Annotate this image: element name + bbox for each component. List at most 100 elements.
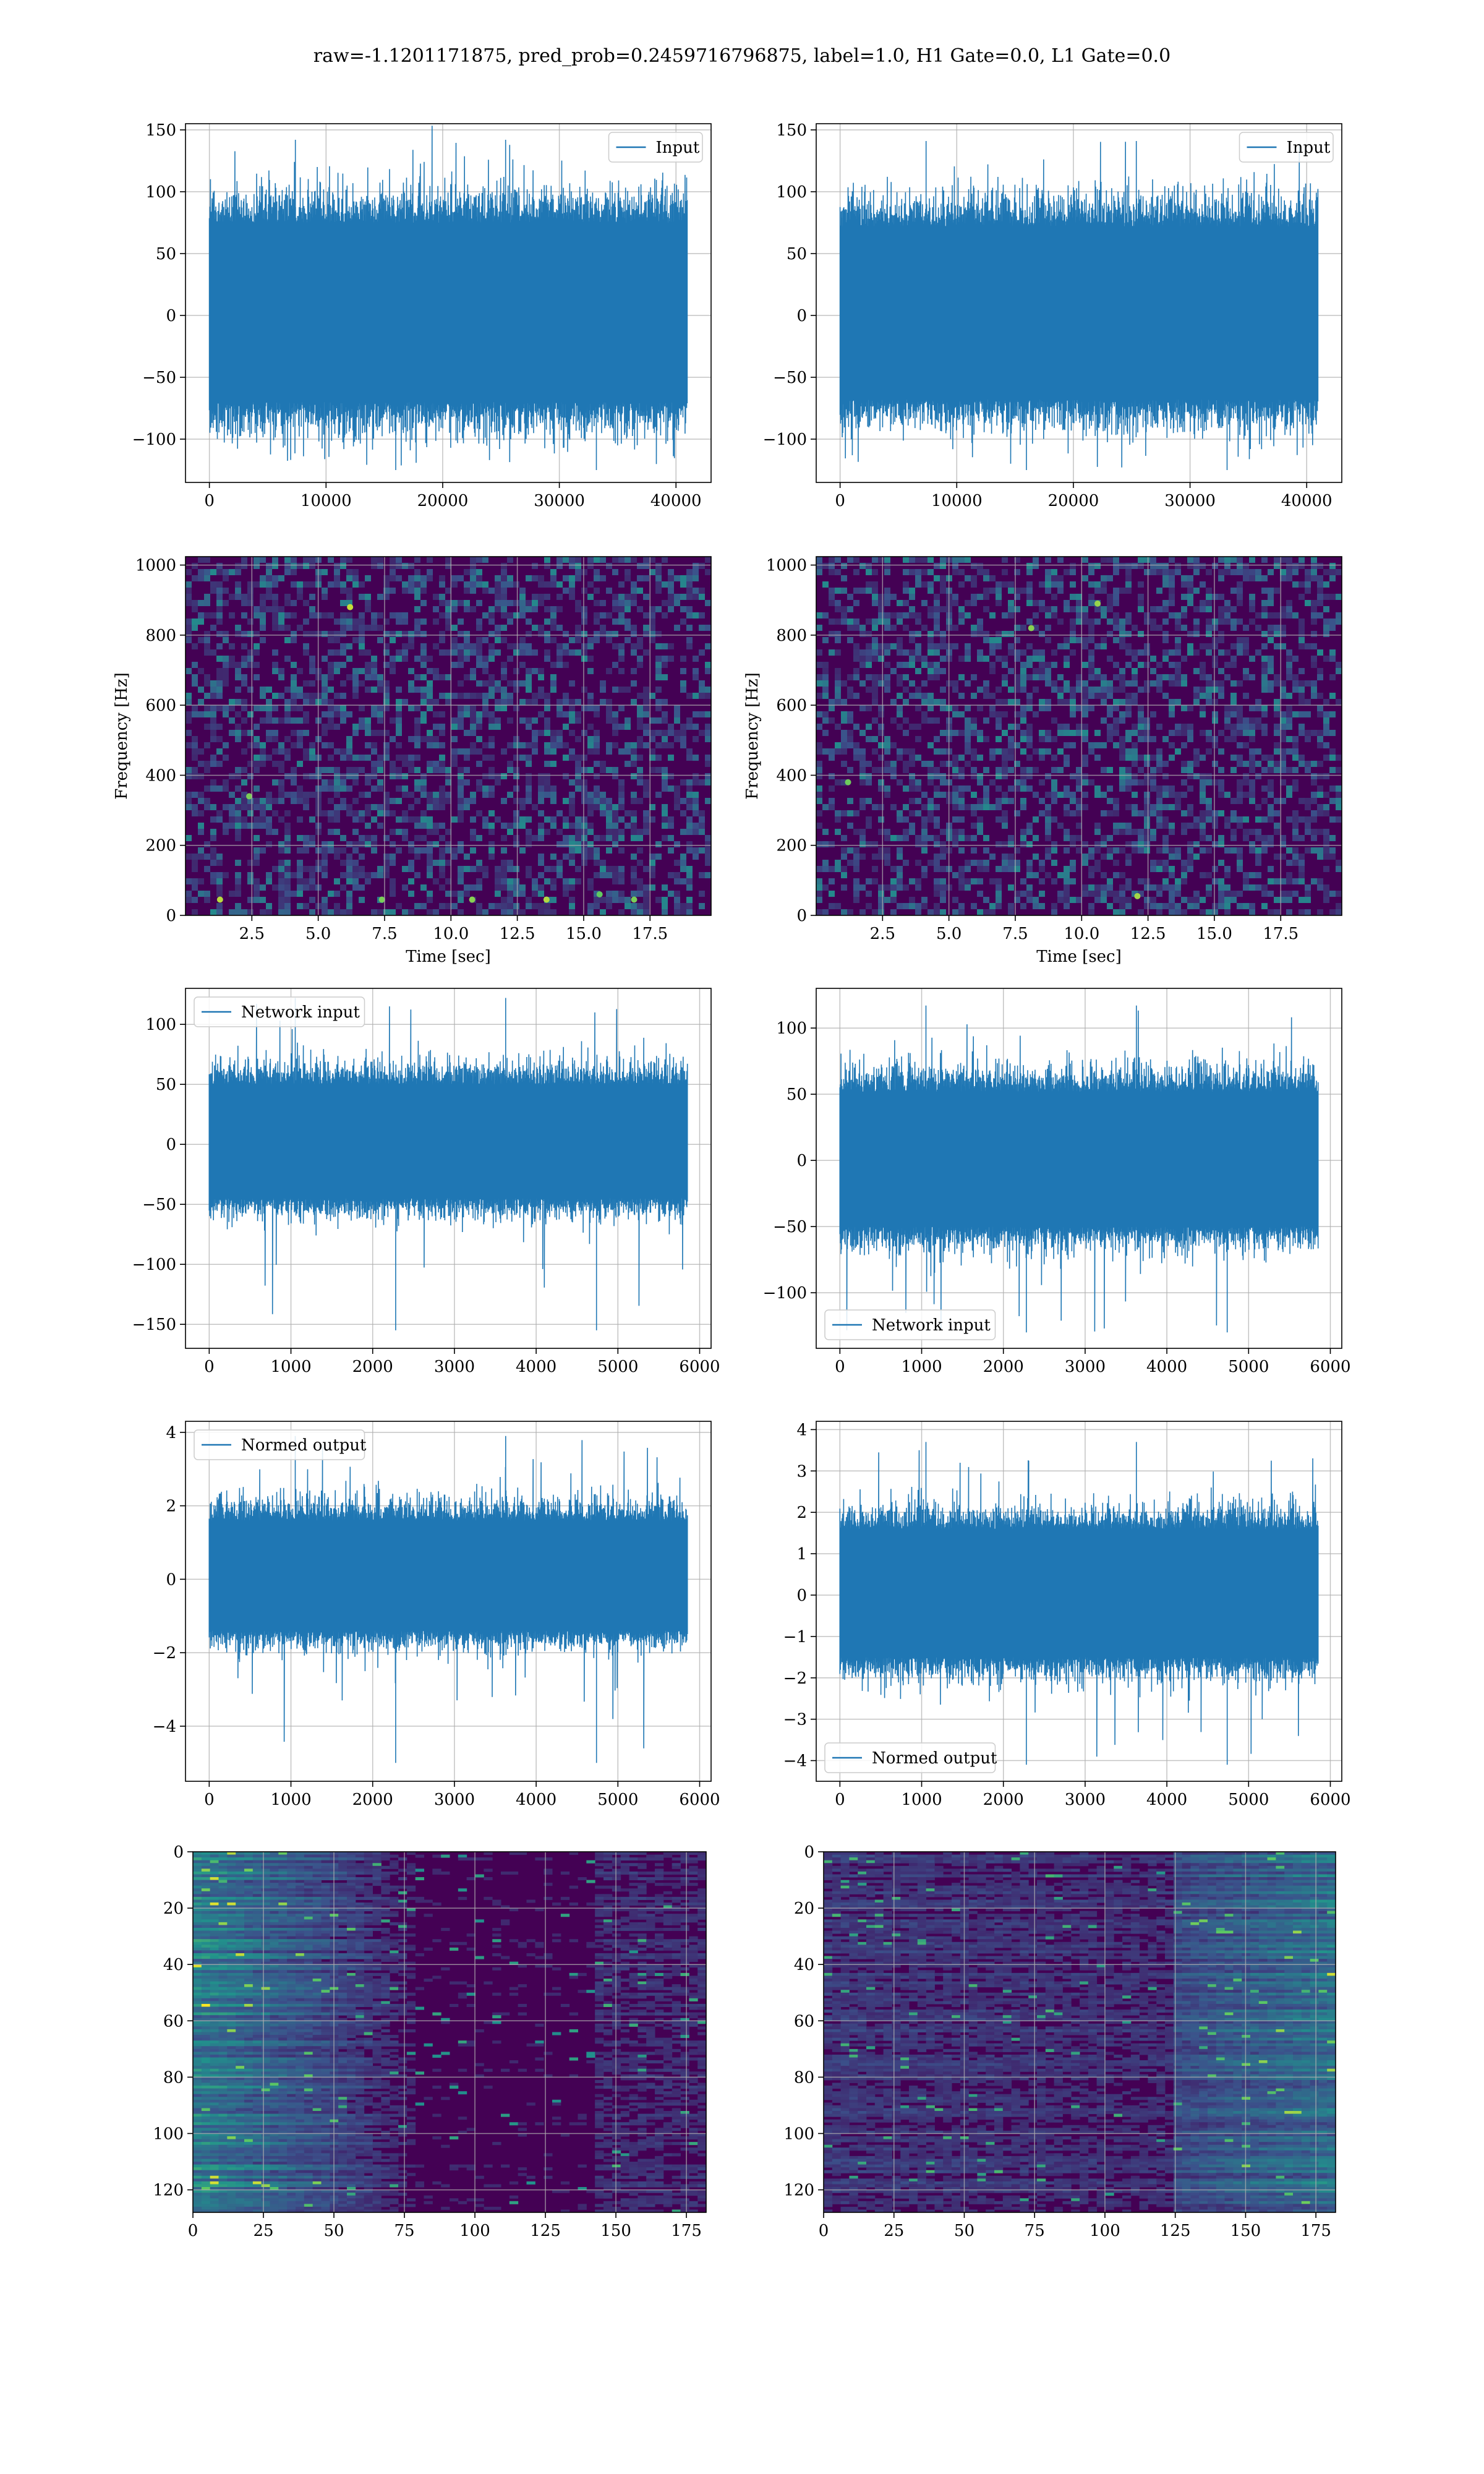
heatmap-cell — [352, 581, 359, 588]
heatmap-cell — [1076, 785, 1082, 792]
heatmap-cell — [1243, 884, 1249, 891]
heatmap-cell — [983, 637, 989, 643]
heatmap-cell — [291, 742, 297, 748]
heatmap-cell — [408, 680, 414, 687]
heatmap-cell — [284, 909, 291, 915]
heatmap-cell — [1200, 835, 1206, 841]
heatmap-cell — [495, 600, 501, 606]
heatmap-cell — [934, 606, 940, 612]
heatmap-cell — [210, 804, 216, 810]
heatmap-cell — [983, 847, 989, 854]
heatmap-cell — [1132, 625, 1138, 631]
heatmap-cell — [853, 748, 859, 755]
heatmap-cell — [1101, 835, 1107, 841]
heatmap-cell — [1187, 588, 1193, 594]
heatmap-cell — [278, 625, 284, 631]
heatmap-cell — [513, 742, 519, 748]
heatmap-cell — [903, 884, 909, 891]
heatmap-cell — [1132, 680, 1138, 687]
heatmap-cell — [334, 903, 340, 909]
heatmap-cell — [216, 687, 223, 693]
heatmap-cell — [501, 662, 507, 668]
heatmap-cell — [1088, 854, 1094, 860]
heatmap-cell — [1237, 581, 1243, 588]
heatmap-cell — [254, 581, 260, 588]
heatmap-cell — [1107, 730, 1113, 736]
heatmap-cell — [1169, 674, 1175, 680]
heatmap-cell — [594, 854, 600, 860]
heatmap-cell — [655, 1854, 664, 1858]
heatmap-cell — [488, 736, 495, 742]
heatmap-cell — [414, 606, 420, 612]
heatmap-cell — [210, 854, 216, 860]
heatmap-cell — [383, 854, 390, 860]
heatmap-cell — [1020, 680, 1026, 687]
heatmap-cell — [303, 903, 309, 909]
heatmap-cell — [1039, 878, 1045, 884]
heatmap-cell — [686, 724, 693, 730]
heatmap-cell — [693, 736, 699, 742]
heatmap-cell — [1070, 835, 1076, 841]
heatmap-cell — [235, 872, 241, 878]
heatmap-cell — [606, 872, 612, 878]
heatmap-cell — [1268, 662, 1274, 668]
heatmap-cell — [1162, 816, 1169, 823]
heatmap-cell — [927, 798, 934, 804]
heatmap-cell — [396, 773, 402, 779]
heatmap-cell — [1317, 693, 1323, 699]
heatmap-cell — [649, 804, 655, 810]
heatmap-cell — [334, 816, 340, 823]
heatmap-cell — [210, 724, 216, 730]
heatmap-cell — [1113, 798, 1119, 804]
heatmap-cell — [829, 563, 835, 569]
heatmap-cell — [1107, 854, 1113, 860]
heatmap-cell — [668, 656, 674, 662]
heatmap-cell — [1138, 829, 1144, 835]
heatmap-cell — [643, 724, 649, 730]
heatmap-cell — [1026, 699, 1033, 705]
heatmap-cell — [829, 804, 835, 810]
heatmap-cell — [464, 891, 470, 897]
heatmap-cell — [859, 767, 866, 773]
heatmap-cell — [835, 618, 841, 625]
heatmap-cell — [260, 897, 266, 903]
heatmap-cell — [1051, 903, 1057, 909]
heatmap-cell — [989, 668, 996, 674]
heatmap-cell — [952, 829, 958, 835]
heatmap-cell — [1039, 600, 1045, 606]
heatmap-cell — [1094, 841, 1101, 847]
heatmap-cell — [1218, 897, 1224, 903]
heatmap-cell — [396, 631, 402, 637]
heatmap-cell — [464, 643, 470, 649]
heatmap-cell — [544, 656, 550, 662]
heatmap-cell — [1255, 724, 1261, 730]
heatmap-cell — [1150, 903, 1156, 909]
heatmap-cell — [1169, 909, 1175, 915]
heatmap-cell — [484, 1857, 493, 1861]
heatmap-cell — [383, 631, 390, 637]
heatmap-cell — [897, 884, 903, 891]
heatmap-cell — [476, 835, 482, 841]
heatmap-cell — [303, 866, 309, 872]
chart-spec-left: 2.5 5.0 7.5 10.0 12.5 15.0 17.5020040060080010… — [113, 556, 712, 966]
heatmap-cell — [996, 897, 1002, 903]
heatmap-cell — [1125, 748, 1132, 755]
heatmap-cell — [587, 854, 594, 860]
heatmap-cell — [526, 649, 532, 656]
heatmap-cell — [278, 618, 284, 625]
heatmap-cell — [260, 742, 266, 748]
heatmap-cell — [977, 656, 983, 662]
heatmap-cell — [903, 612, 909, 618]
heatmap-cell — [1286, 717, 1292, 724]
heatmap-cell — [859, 773, 866, 779]
heatmap-hot-spot — [543, 896, 550, 903]
heatmap-cell — [507, 909, 513, 915]
legend-box — [824, 1742, 996, 1773]
heatmap-cell — [859, 649, 866, 656]
heatmap-cell — [439, 755, 445, 761]
heatmap-cell — [284, 717, 291, 724]
heatmap-cell — [235, 773, 241, 779]
heatmap-cell — [526, 668, 532, 674]
heatmap-cell — [1175, 625, 1181, 631]
heatmap-cell — [278, 841, 284, 847]
